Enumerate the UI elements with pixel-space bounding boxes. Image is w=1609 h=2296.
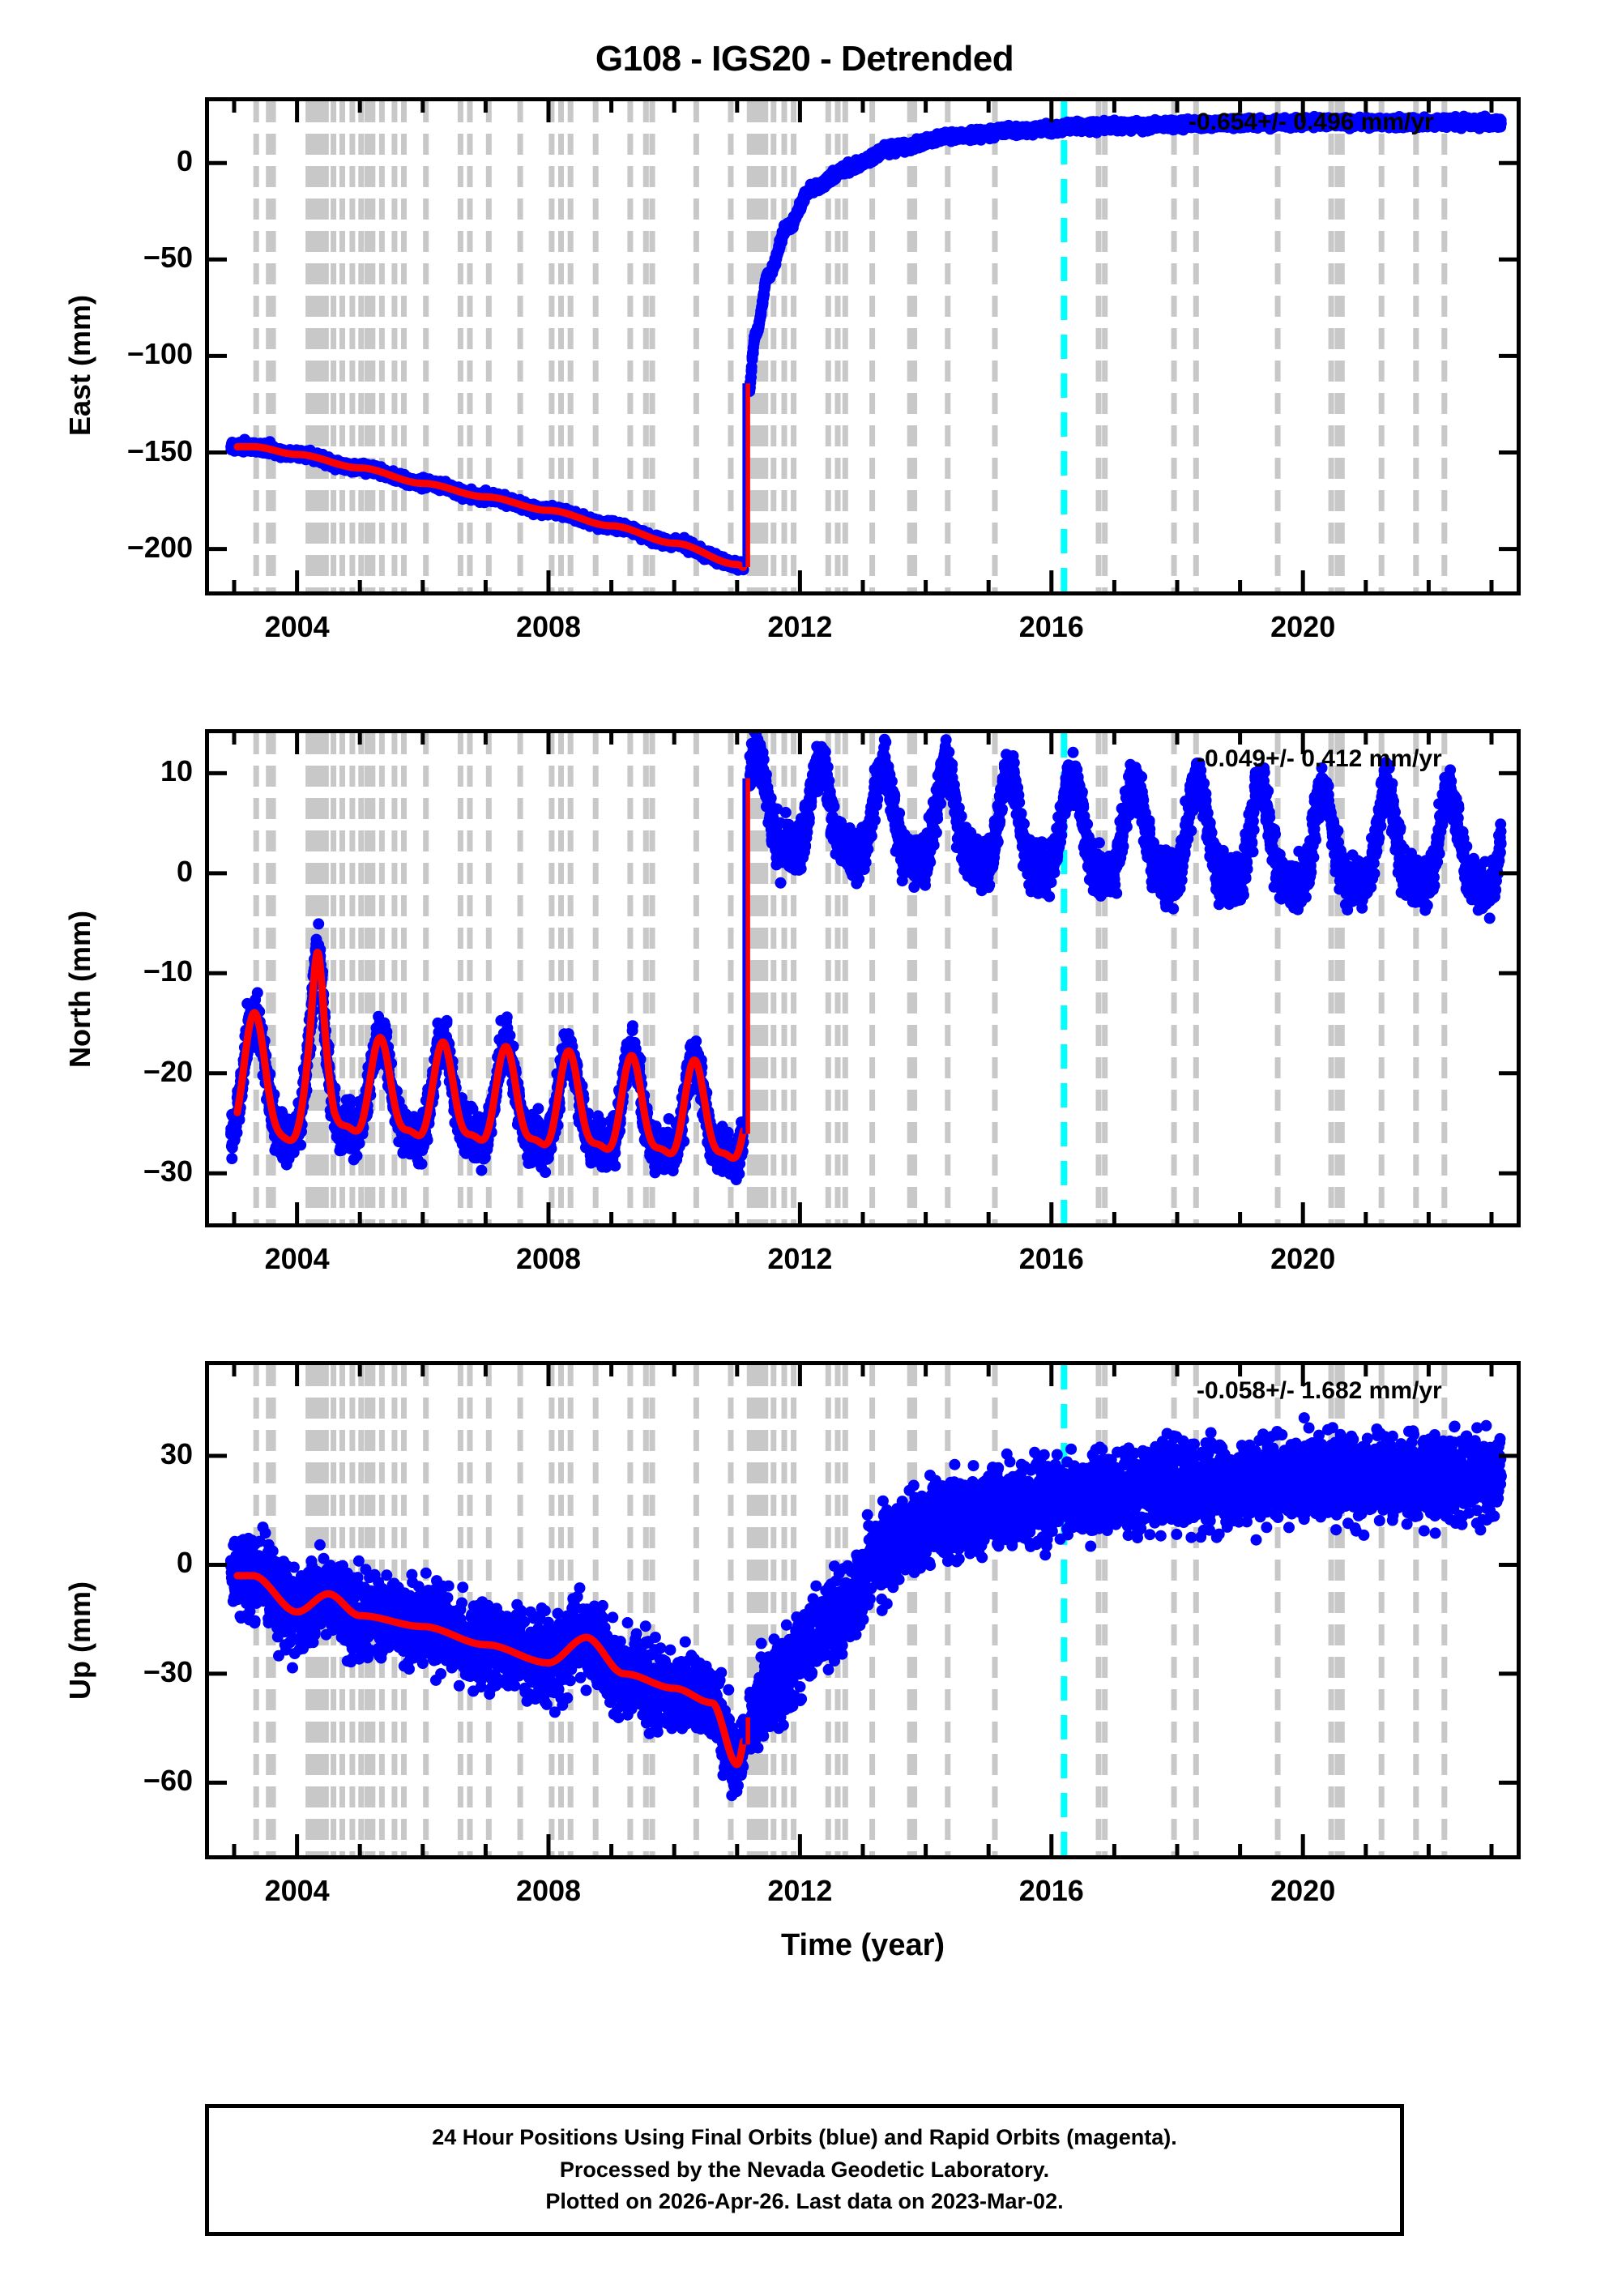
y-tick-label: −50 [143,241,193,275]
y-tick-label: −20 [143,1054,193,1088]
caption-line-1: 24 Hour Positions Using Final Orbits (bl… [432,2124,1177,2149]
x-tick-label: 2004 [264,1874,330,1907]
y-tick-label: 0 [176,854,193,888]
y-tick-label: −100 [126,337,193,371]
x-tick-label: 2004 [264,610,330,643]
x-tick-label: 2016 [1018,1874,1084,1907]
x-tick-label: 2008 [515,1874,582,1907]
plot-frame-east [205,97,1521,595]
x-tick-label: 2020 [1270,610,1336,643]
y-tick-label: −30 [143,1154,193,1189]
y-tick-label: −60 [143,1764,193,1798]
x-tick-label: 2004 [264,1242,330,1275]
x-tick-label: 2012 [767,610,833,643]
x-axis-title: Time (year) [780,1928,945,1962]
y-tick-label: 30 [160,1437,193,1471]
y-tick-label: 0 [176,144,193,178]
plot-frame-up [205,1361,1521,1859]
plot-frame-north [205,729,1521,1227]
caption-line-3: Plotted on 2026-Apr-26. Last data on 202… [545,2189,1064,2214]
rate-label-north: -0.049+/- 0.412 mm/yr [1197,745,1442,772]
plot-canvas-east [209,101,1517,591]
y-tick-label: −30 [143,1654,193,1688]
plot-canvas-up [209,1365,1517,1855]
plot-canvas-north [209,733,1517,1223]
y-tick-label: 0 [176,1546,193,1580]
y-axis-label-north: North (mm) [63,910,96,1068]
x-tick-label: 2012 [767,1242,833,1275]
x-tick-label: 2020 [1270,1242,1336,1275]
rate-label-east: -0.654+/- 0.496 mm/yr [1189,109,1434,135]
rate-label-up: -0.058+/- 1.682 mm/yr [1197,1377,1442,1404]
x-tick-label: 2020 [1270,1874,1336,1907]
x-tick-label: 2016 [1018,1242,1084,1275]
y-tick-label: −10 [143,954,193,988]
figure-title: G108 - IGS20 - Detrended [595,39,1014,79]
x-tick-label: 2016 [1018,610,1084,643]
y-tick-label: 10 [160,754,193,788]
x-tick-label: 2012 [767,1874,833,1907]
y-tick-label: −200 [126,530,193,564]
x-tick-label: 2008 [515,610,582,643]
caption-line-2: Processed by the Nevada Geodetic Laborat… [559,2157,1050,2182]
caption-box: 24 Hour Positions Using Final Orbits (bl… [205,2104,1404,2236]
x-tick-label: 2008 [515,1242,582,1275]
y-tick-label: −150 [126,433,193,467]
